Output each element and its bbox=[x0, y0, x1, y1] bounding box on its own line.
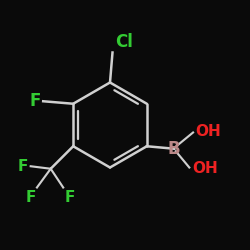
Text: F: F bbox=[25, 190, 36, 205]
Text: F: F bbox=[29, 92, 41, 110]
Text: F: F bbox=[18, 159, 28, 174]
Text: Cl: Cl bbox=[115, 33, 133, 51]
Text: B: B bbox=[168, 140, 180, 158]
Text: OH: OH bbox=[196, 124, 221, 139]
Text: F: F bbox=[64, 190, 75, 205]
Text: OH: OH bbox=[192, 161, 218, 176]
